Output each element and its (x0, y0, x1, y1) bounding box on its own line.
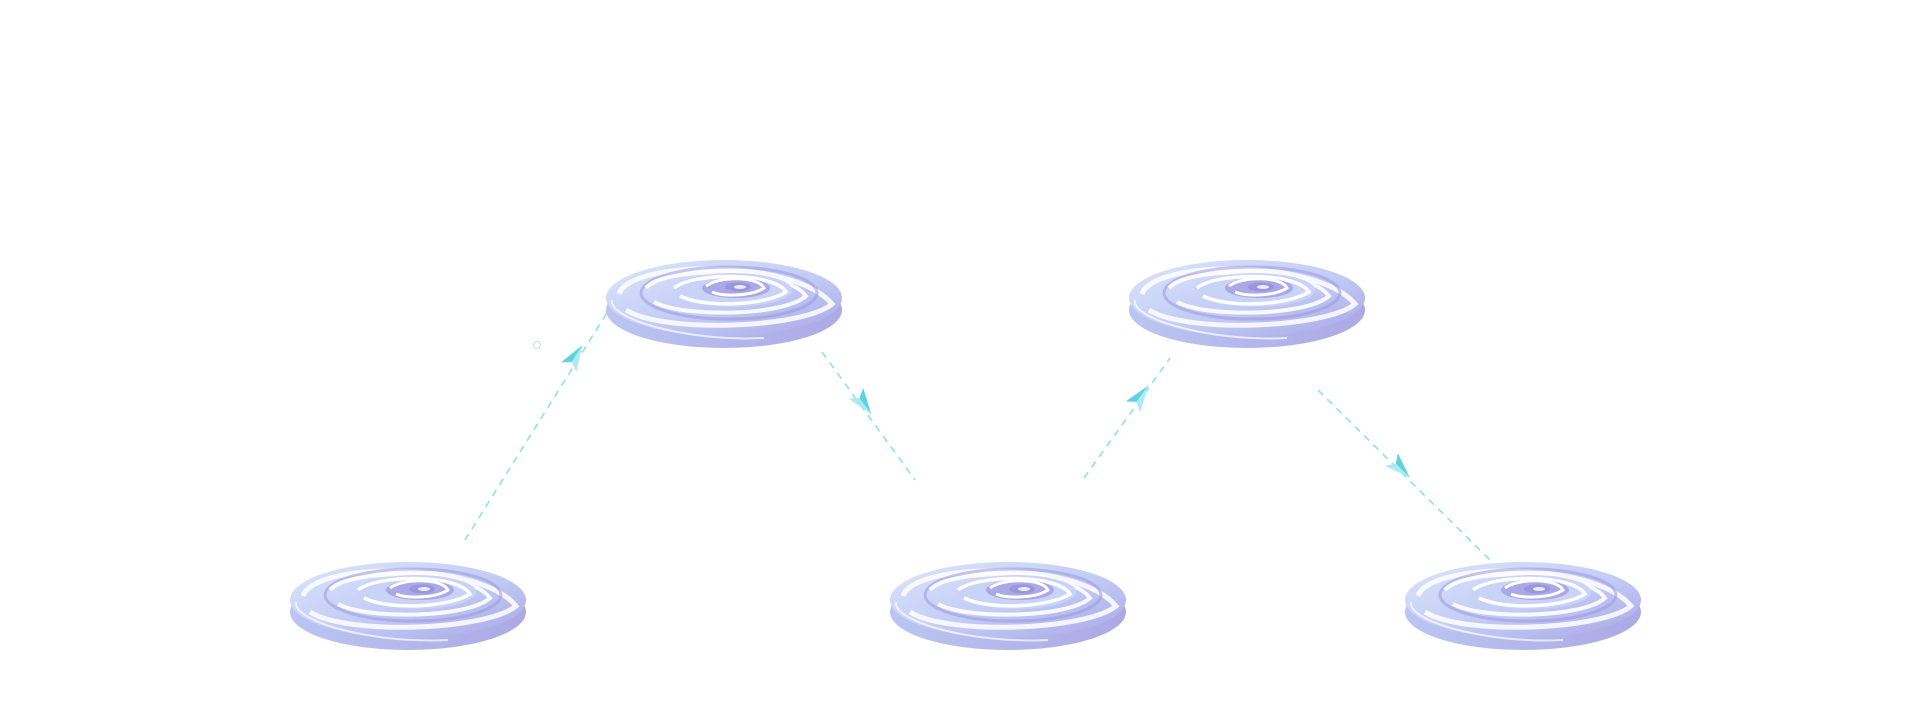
paper-plane-icon (848, 388, 872, 415)
swirl-portal-icon (1129, 260, 1365, 348)
connector-2-3 (821, 351, 916, 481)
paper-plane-icon (1125, 385, 1149, 412)
paper-plane-icon (561, 345, 583, 372)
swirl-portal-icon (290, 562, 526, 650)
connector-1-2 (464, 307, 611, 541)
connector-3-4 (1083, 357, 1171, 479)
swirl-portal-icon (606, 260, 842, 348)
swirl-portal-icon (890, 562, 1126, 650)
arrow-layer (561, 345, 1410, 478)
swirl-portal-icon (1405, 562, 1641, 650)
portal-layer (290, 260, 1641, 650)
paper-plane-icon (1385, 453, 1410, 478)
connector-dot (533, 341, 541, 349)
connector-layer (464, 307, 1491, 561)
